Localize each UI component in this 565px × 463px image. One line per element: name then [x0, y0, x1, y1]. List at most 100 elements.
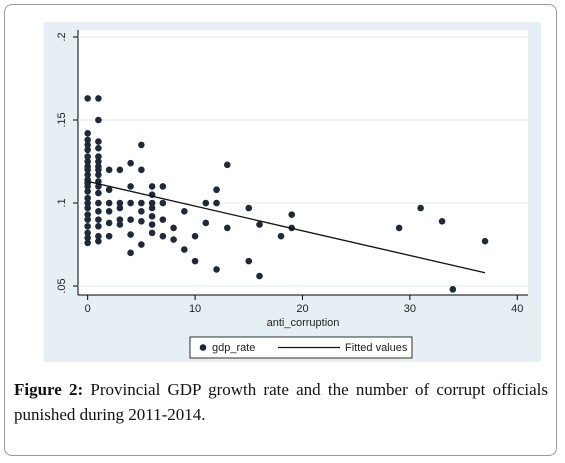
point	[84, 171, 91, 179]
point	[138, 217, 145, 225]
fit-line	[87, 180, 486, 274]
point	[84, 234, 91, 242]
point	[95, 95, 102, 102]
point	[116, 221, 124, 228]
point	[95, 237, 102, 245]
point	[127, 159, 134, 167]
point	[170, 224, 177, 232]
point	[95, 199, 102, 207]
x-tick-label: 20	[296, 303, 308, 315]
point	[213, 266, 220, 273]
point	[417, 204, 424, 212]
point	[159, 232, 167, 240]
point	[148, 183, 156, 190]
figure-frame	[4, 4, 557, 456]
point	[256, 272, 263, 280]
point	[127, 216, 134, 223]
point	[84, 222, 91, 230]
point	[277, 232, 285, 240]
point	[202, 199, 210, 207]
point	[84, 129, 91, 137]
point	[148, 221, 156, 228]
x-tick-label: 10	[189, 303, 201, 315]
point	[159, 183, 167, 190]
point	[138, 199, 145, 207]
point	[170, 236, 177, 243]
point	[148, 199, 156, 207]
point	[105, 199, 113, 207]
x-tick-label: 40	[511, 303, 523, 315]
y-tick-label: .1	[56, 198, 68, 207]
point	[138, 208, 145, 215]
point	[95, 153, 102, 160]
caption-text: Provincial GDP growth rate and the numbe…	[14, 380, 549, 424]
y-tick-label: .15	[56, 112, 68, 127]
point	[213, 186, 220, 194]
point	[159, 216, 167, 223]
point	[138, 241, 145, 248]
point	[245, 257, 253, 265]
point	[116, 166, 124, 174]
point	[84, 183, 91, 190]
point	[138, 141, 145, 149]
point	[95, 208, 102, 215]
point	[84, 166, 91, 174]
point	[395, 224, 403, 232]
point	[116, 204, 124, 212]
x-tick-label: 30	[404, 303, 416, 315]
point	[95, 216, 102, 223]
point	[159, 199, 167, 207]
point	[223, 161, 231, 169]
point	[105, 166, 113, 174]
y-tick-label: .05	[56, 278, 68, 293]
point	[138, 166, 145, 174]
point	[256, 221, 263, 228]
point	[95, 158, 102, 165]
point	[181, 246, 188, 253]
point	[84, 194, 91, 202]
point	[95, 138, 102, 145]
point	[84, 146, 91, 154]
point	[84, 158, 91, 165]
point	[148, 204, 156, 212]
point	[105, 186, 113, 194]
point	[105, 232, 113, 240]
point	[105, 208, 113, 215]
x-tick-label: 0	[85, 303, 91, 315]
point	[202, 219, 210, 227]
point	[116, 216, 124, 223]
point	[95, 166, 102, 174]
point	[127, 249, 134, 257]
point	[84, 239, 91, 247]
legend-label: gdp_rate	[212, 342, 255, 354]
point	[84, 95, 91, 102]
point	[191, 257, 199, 265]
point	[223, 224, 231, 232]
point	[105, 219, 113, 227]
point	[245, 204, 253, 212]
legend-marker	[199, 344, 207, 351]
legend-label: Fitted values	[345, 342, 408, 354]
point	[127, 199, 134, 207]
point	[95, 222, 102, 230]
y-tick-label: .2	[56, 32, 68, 41]
point	[84, 188, 91, 195]
point	[116, 199, 124, 207]
point	[481, 237, 489, 245]
point	[191, 232, 199, 240]
point	[127, 231, 134, 238]
point	[449, 286, 457, 293]
point	[84, 204, 91, 212]
point	[84, 136, 91, 144]
point	[181, 208, 188, 215]
point	[95, 232, 102, 240]
x-axis-label: anti_corruption	[267, 317, 340, 329]
point	[84, 141, 91, 149]
plot-region	[78, 30, 528, 295]
point	[288, 211, 296, 218]
point	[84, 153, 91, 160]
point	[213, 199, 220, 207]
point	[95, 116, 102, 124]
point	[84, 211, 91, 218]
